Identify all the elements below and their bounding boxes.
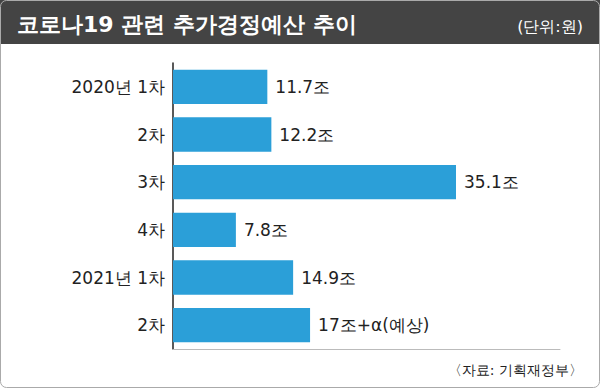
svg-text:코로나19 관련 추가경정예산 추이: 코로나19 관련 추가경정예산 추이 — [17, 12, 357, 37]
svg-text:3차: 3차 — [137, 172, 165, 192]
svg-text:2차: 2차 — [137, 125, 165, 145]
svg-text:11.7조: 11.7조 — [275, 77, 330, 97]
svg-text:4차: 4차 — [137, 220, 165, 240]
svg-text:2021년 1차: 2021년 1차 — [72, 268, 165, 288]
svg-text:2020년 1차: 2020년 1차 — [72, 77, 165, 97]
svg-text:17조+α(예상): 17조+α(예상) — [318, 315, 429, 335]
svg-text:2차: 2차 — [137, 315, 165, 335]
svg-text:12.2조: 12.2조 — [279, 125, 334, 145]
svg-text:〈자료: 기획재정부〉: 〈자료: 기획재정부〉 — [448, 362, 583, 378]
svg-text:35.1조: 35.1조 — [464, 172, 519, 192]
svg-text:14.9조: 14.9조 — [301, 268, 356, 288]
svg-text:(단위:원): (단위:원) — [517, 17, 583, 36]
svg-text:7.8조: 7.8조 — [244, 220, 288, 240]
